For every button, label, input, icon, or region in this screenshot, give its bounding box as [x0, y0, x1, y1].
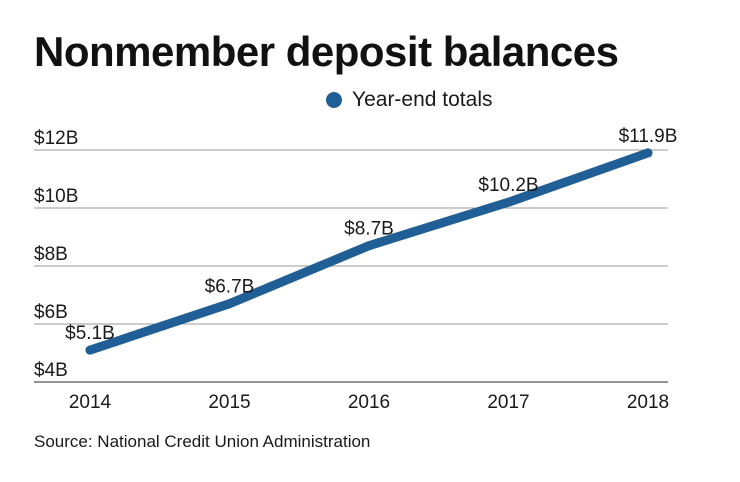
y-tick-label: $8B	[34, 244, 68, 265]
data-label: $10.2B	[478, 175, 538, 196]
data-label: $11.9B	[619, 126, 678, 147]
x-tick-label: 2014	[69, 392, 112, 413]
x-tick-label: 2018	[627, 392, 669, 413]
data-point	[364, 241, 374, 251]
chart-title: Nonmember deposit balances	[34, 28, 619, 75]
legend-label: Year-end totals	[352, 88, 493, 111]
y-tick-label: $4B	[34, 360, 68, 381]
data-label: $5.1B	[65, 323, 115, 344]
data-point	[225, 299, 234, 309]
legend: Year-end totals	[326, 88, 493, 112]
data-label: $8.7B	[344, 219, 394, 240]
data-point	[643, 148, 653, 158]
source-note: Source: National Credit Union Administra…	[34, 432, 371, 451]
series-line	[85, 148, 653, 355]
x-tick-label: 2016	[348, 392, 390, 413]
data-point	[85, 345, 95, 355]
data-point	[504, 197, 513, 207]
y-tick-label: $10B	[34, 186, 78, 207]
x-tick-label: 2015	[208, 392, 250, 413]
legend-marker	[326, 92, 342, 108]
x-tick-label: 2017	[487, 392, 529, 413]
data-label: $6.7B	[205, 277, 255, 298]
y-tick-label: $12B	[34, 128, 78, 149]
y-tick-label: $6B	[34, 302, 68, 323]
